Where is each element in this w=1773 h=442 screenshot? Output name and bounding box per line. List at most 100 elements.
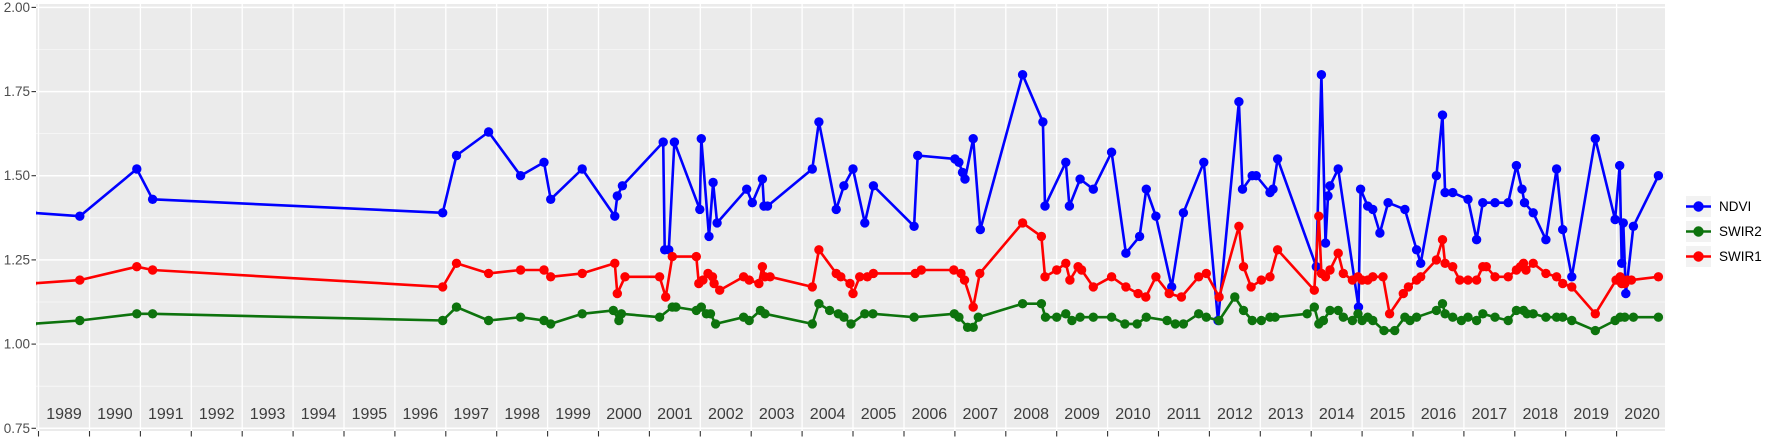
data-point [757,174,768,184]
data-point [1121,282,1131,292]
data-point [848,288,858,299]
data-point [1615,160,1625,171]
x-axis-year-label: 1998 [504,406,540,423]
data-point [916,265,926,275]
data-point [1040,272,1050,282]
data-point [913,150,923,161]
data-point [1618,218,1629,228]
data-point [1106,272,1117,282]
x-axis-year-label: 2019 [1573,406,1609,423]
data-point [762,201,773,211]
data-point [1478,309,1488,319]
data-point [1368,315,1378,326]
data-point [1214,315,1224,326]
data-point [1176,292,1187,302]
data-point [1567,272,1577,282]
series-line-ndvi [36,73,1660,322]
data-point [831,204,841,215]
data-point [483,127,494,137]
x-axis-year-label: 2009 [1064,406,1100,423]
data-point [1141,184,1152,194]
data-point [807,319,817,329]
data-point [696,134,706,144]
data-point [1437,299,1448,309]
data-point [848,164,858,174]
series-swir2 [36,292,1664,336]
data-point [1106,147,1117,157]
legend-item-ndvi: NDVI [1686,196,1751,217]
data-point [1040,201,1050,211]
data-point [807,282,817,292]
data-point [708,177,718,188]
x-axis-year-label: 2007 [963,406,999,423]
data-point [539,157,549,167]
data-point [1201,312,1212,322]
data-point [1528,258,1538,268]
data-point [1036,299,1047,309]
data-point [1590,309,1601,319]
data-point [1567,315,1577,326]
x-axis-year-label: 2018 [1523,406,1559,423]
data-point [760,309,770,319]
data-point [1141,312,1152,322]
data-point [1061,258,1071,268]
data-point [1431,171,1442,181]
data-point [1455,275,1465,285]
data-point [483,268,494,279]
x-axis-year-label: 2013 [1268,406,1304,423]
data-point [1017,218,1028,228]
legend-glyph-point [1693,251,1704,262]
data-point [1490,272,1500,282]
legend-label: NDVI [1719,199,1751,214]
data-point [515,265,526,275]
data-point [814,117,824,127]
data-point [1431,305,1442,316]
data-point [1431,255,1442,265]
data-point [515,171,526,181]
data-point [451,150,462,161]
x-axis-year-label: 2001 [657,406,693,423]
data-point [1490,198,1500,208]
data-point [1052,265,1062,275]
x-axis-year-label: 2002 [708,406,744,423]
data-point [1590,325,1601,336]
data-point [1384,309,1395,319]
data-point [147,194,158,204]
data-point [1437,235,1448,245]
series-swir1 [36,211,1664,319]
data-point [1551,272,1562,282]
data-point [1272,245,1283,255]
data-point [610,258,620,268]
data-point [617,181,628,191]
data-point [1551,164,1562,174]
data-point [1617,258,1627,268]
data-point [1440,187,1450,198]
data-point [1178,319,1189,329]
data-point [1620,312,1630,322]
data-point [807,164,817,174]
data-point [1355,184,1366,194]
data-point [1133,288,1143,299]
data-point [954,157,964,167]
data-point [1272,154,1283,164]
x-axis-year-label: 2004 [810,406,846,423]
data-point [704,231,714,242]
data-point [546,272,556,282]
data-point [1320,272,1331,282]
data-point [1400,204,1410,215]
x-axis-year-label: 1990 [97,406,133,423]
x-axis-year-label: 1996 [403,406,439,423]
data-point [814,245,824,255]
data-point [1238,262,1249,272]
data-point [75,211,85,221]
data-point [1403,282,1414,292]
series-ndvi [36,70,1664,326]
data-point [1065,275,1075,285]
data-point [1590,134,1601,144]
data-point [620,272,630,282]
data-point [968,302,978,312]
data-point [1333,164,1343,174]
data-point [715,285,725,295]
data-point [132,262,142,272]
